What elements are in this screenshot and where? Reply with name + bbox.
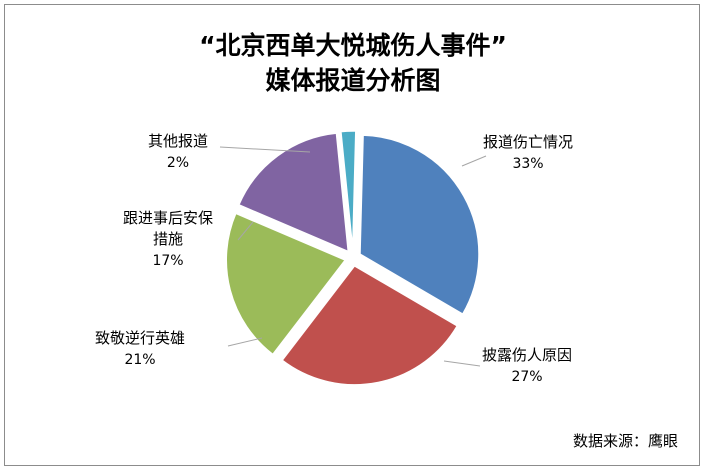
source-note: 数据来源：鹰眼 [573,432,678,450]
pie-slice-5 [340,130,357,251]
pie-slices [225,130,480,386]
slice-category-label-3: 致敬逆行英雄 [95,329,185,347]
leader-line-3 [227,337,263,347]
slice-percent-label-2: 27% [511,369,542,385]
slice-percent-label-1: 33% [512,156,543,172]
slice-percent-label-3: 21% [124,352,155,368]
slice-category-label-2: 披露伤人原因 [482,346,572,364]
leader-line-4 [237,221,254,241]
leader-lines [219,146,487,367]
slice-category-label-1: 报道伤亡情况 [483,133,573,151]
pie-slice-1 [359,134,480,316]
chart-title-line2: 媒体报道分析图 [265,66,440,95]
chart-title-line1: “北京西单大悦城伤人事件” [199,31,507,60]
leader-line-1 [461,155,487,167]
slice-percent-label-4: 17% [152,253,183,269]
slice-category-label-4: 措施 [153,230,183,248]
pie-slice-4 [237,132,350,253]
leader-line-5 [219,146,311,153]
leader-line-2 [443,360,481,367]
slice-category-label-5: 其他报道 [148,132,208,150]
pie-slice-2 [281,264,459,386]
pie-slice-3 [225,212,347,356]
slice-percent-label-5: 2% [167,155,189,171]
slice-category-label-4: 跟进事后安保 [123,209,213,227]
